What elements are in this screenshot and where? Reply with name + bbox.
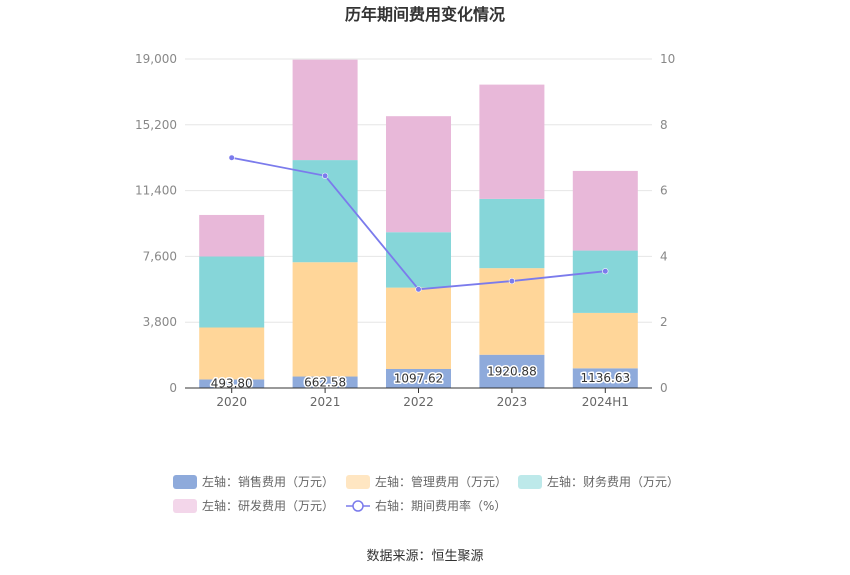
left-axis-tick-label: 3,800	[143, 315, 177, 329]
rate-line-point	[415, 286, 422, 293]
bar-segment	[199, 327, 265, 380]
rate-line-point	[508, 277, 516, 285]
left-axis-tick-label: 15,200	[135, 118, 177, 132]
x-axis-tick-label: 2024H1	[582, 395, 629, 409]
bar-segment	[479, 354, 545, 388]
x-axis-tick-label: 2021	[310, 395, 341, 409]
bar-data-label: 1136.63	[580, 371, 630, 385]
bar-segment	[386, 368, 451, 388]
rate-line-point	[228, 154, 235, 161]
bar-segment	[292, 376, 358, 388]
right-axis-tick-label: 4	[660, 249, 668, 263]
bar-segment	[386, 116, 451, 233]
right-axis-tick-label: 0	[660, 381, 668, 395]
left-axis-tick-label: 11,400	[135, 184, 177, 198]
legend-swatch	[173, 499, 197, 513]
chart-title: 历年期间费用变化情况	[345, 5, 505, 24]
right-axis-tick-label: 2	[660, 315, 668, 329]
right-axis-tick-label: 8	[660, 118, 668, 132]
bar-segment	[292, 59, 358, 161]
x-axis-tick-label: 2023	[497, 395, 528, 409]
x-axis-tick-label: 2022	[403, 395, 434, 409]
left-axis-tick-label: 0	[169, 381, 177, 395]
rate-line	[228, 154, 609, 293]
axes: 0 3,800 7,600 11,400 15,200 19,000 0 2 4 6 8 10 2020…	[135, 52, 675, 409]
bar-segment	[386, 287, 451, 369]
bar-segment	[386, 232, 451, 288]
x-axis-tick-label: 2020	[216, 395, 247, 409]
legend-swatch	[346, 475, 370, 489]
legend-swatch	[173, 475, 197, 489]
legend-label: 右轴：期间费用率（%）	[375, 498, 506, 513]
right-axis-tick-label: 10	[660, 52, 675, 66]
bar-segment	[479, 84, 545, 199]
legend-swatch	[518, 475, 542, 489]
bars	[199, 59, 638, 388]
legend-label: 左轴：销售费用（万元）	[202, 474, 334, 489]
bar-segment	[199, 214, 265, 257]
bar-segment	[572, 368, 638, 388]
left-axis-tick-label: 19,000	[135, 52, 177, 66]
bar-data-label: 1097.62	[394, 371, 444, 385]
bar-segment	[199, 379, 265, 388]
legend: 左轴：销售费用（万元） 左轴：管理费用（万元） 左轴：财务费用（万元） 左轴：研发费用…	[173, 474, 679, 513]
source-note: 数据来源：恒生聚源	[366, 549, 483, 564]
bar-segment	[572, 170, 638, 251]
bar-data-label: 1920.88	[487, 364, 537, 378]
rate-line-point	[322, 172, 329, 179]
bar-segment	[292, 262, 358, 377]
legend-line-marker	[352, 500, 364, 512]
bar-data-label: 662.58	[304, 375, 346, 389]
bar-segment	[479, 198, 545, 269]
right-axis-tick-label: 6	[660, 184, 668, 198]
bar-segment	[572, 250, 638, 313]
legend-label: 左轴：研发费用（万元）	[202, 498, 334, 513]
bar-segment	[199, 256, 265, 328]
legend-label: 左轴：财务费用（万元）	[547, 474, 679, 489]
rate-line-point	[602, 268, 609, 275]
left-axis-tick-label: 7,600	[143, 249, 177, 263]
legend-label: 左轴：管理费用（万元）	[375, 474, 507, 489]
bar-segment	[572, 312, 638, 369]
